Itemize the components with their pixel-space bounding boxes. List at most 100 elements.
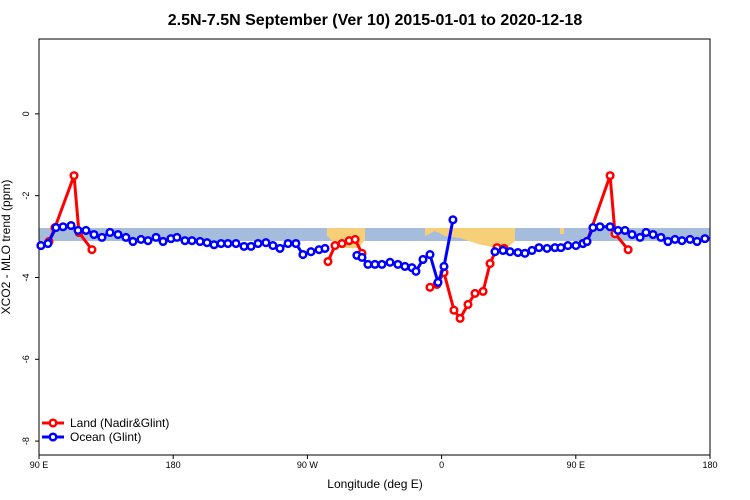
point xyxy=(425,282,435,292)
point xyxy=(306,247,316,257)
point xyxy=(268,241,278,251)
point xyxy=(534,243,544,253)
point xyxy=(275,243,285,253)
point xyxy=(209,240,219,250)
point xyxy=(202,238,212,248)
point xyxy=(556,243,566,253)
point xyxy=(582,236,592,247)
point xyxy=(231,238,241,249)
point xyxy=(363,259,373,269)
point xyxy=(470,288,480,298)
point xyxy=(87,245,97,255)
point xyxy=(323,256,333,267)
point xyxy=(439,261,449,271)
point xyxy=(370,259,380,269)
point xyxy=(350,234,360,244)
legend-label: Land (Nadir&Glint) xyxy=(70,416,169,430)
point xyxy=(605,222,615,232)
point xyxy=(670,234,680,244)
point xyxy=(485,259,495,269)
point xyxy=(663,236,673,247)
point xyxy=(478,286,488,296)
point xyxy=(253,238,263,249)
point xyxy=(490,247,500,257)
point xyxy=(81,225,91,235)
point xyxy=(36,241,46,251)
x-tick-label: 90 W xyxy=(297,460,319,470)
point xyxy=(357,252,367,262)
point xyxy=(677,236,687,246)
point xyxy=(620,225,630,235)
y-tick-label: -4 xyxy=(21,273,31,281)
point xyxy=(172,232,182,242)
legend-marker xyxy=(48,418,58,428)
point xyxy=(588,223,598,233)
point xyxy=(605,171,615,181)
y-axis-label: XCO2 - MLO trend (ppm) xyxy=(0,180,13,315)
point xyxy=(58,222,68,232)
point xyxy=(498,245,508,256)
point xyxy=(527,245,537,256)
x-tick-label: 90 E xyxy=(30,460,49,470)
point xyxy=(113,229,123,240)
x-tick-label: 180 xyxy=(166,460,181,470)
point xyxy=(411,266,421,276)
point xyxy=(393,259,403,269)
point xyxy=(151,232,161,242)
point xyxy=(51,223,61,233)
point xyxy=(513,247,523,258)
point xyxy=(623,245,633,255)
y-tick-label: 0 xyxy=(21,111,31,116)
point xyxy=(158,236,168,247)
point xyxy=(97,232,107,242)
x-tick-label: 0 xyxy=(439,460,444,470)
point xyxy=(377,259,387,269)
point xyxy=(627,229,637,240)
point xyxy=(449,305,459,315)
point xyxy=(128,236,138,247)
point xyxy=(337,238,347,249)
point xyxy=(463,299,473,310)
point xyxy=(43,238,53,249)
point xyxy=(400,261,410,271)
point xyxy=(571,241,581,251)
point xyxy=(635,232,645,242)
point xyxy=(121,232,131,242)
point xyxy=(195,236,205,247)
point xyxy=(73,225,83,235)
point xyxy=(223,238,233,249)
point xyxy=(261,238,271,248)
point xyxy=(648,229,658,240)
point xyxy=(700,234,710,244)
point xyxy=(692,236,702,247)
point xyxy=(685,234,695,244)
point xyxy=(89,229,99,240)
point xyxy=(455,313,465,323)
point xyxy=(656,232,666,242)
legend-label: Ocean (Glint) xyxy=(70,430,141,444)
point xyxy=(520,248,530,258)
point xyxy=(542,243,552,253)
chart-title: 2.5N-7.5N September (Ver 10) 2015-01-01 … xyxy=(168,12,583,29)
y-tick-label: -2 xyxy=(21,192,31,200)
point xyxy=(641,227,651,238)
point xyxy=(69,171,79,181)
point xyxy=(505,247,515,257)
background-band xyxy=(39,228,710,250)
point xyxy=(298,250,308,260)
x-tick-label: 180 xyxy=(702,460,717,470)
y-tick-label: -8 xyxy=(21,437,31,445)
point xyxy=(320,243,330,253)
point xyxy=(283,238,293,249)
point xyxy=(246,241,256,251)
point xyxy=(418,254,428,265)
point xyxy=(143,236,153,246)
point xyxy=(425,250,435,260)
point xyxy=(448,215,458,225)
point xyxy=(66,220,76,231)
point xyxy=(136,234,146,244)
y-tick-label: -6 xyxy=(21,355,31,363)
x-tick-label: 90 E xyxy=(567,460,586,470)
point xyxy=(330,241,340,251)
